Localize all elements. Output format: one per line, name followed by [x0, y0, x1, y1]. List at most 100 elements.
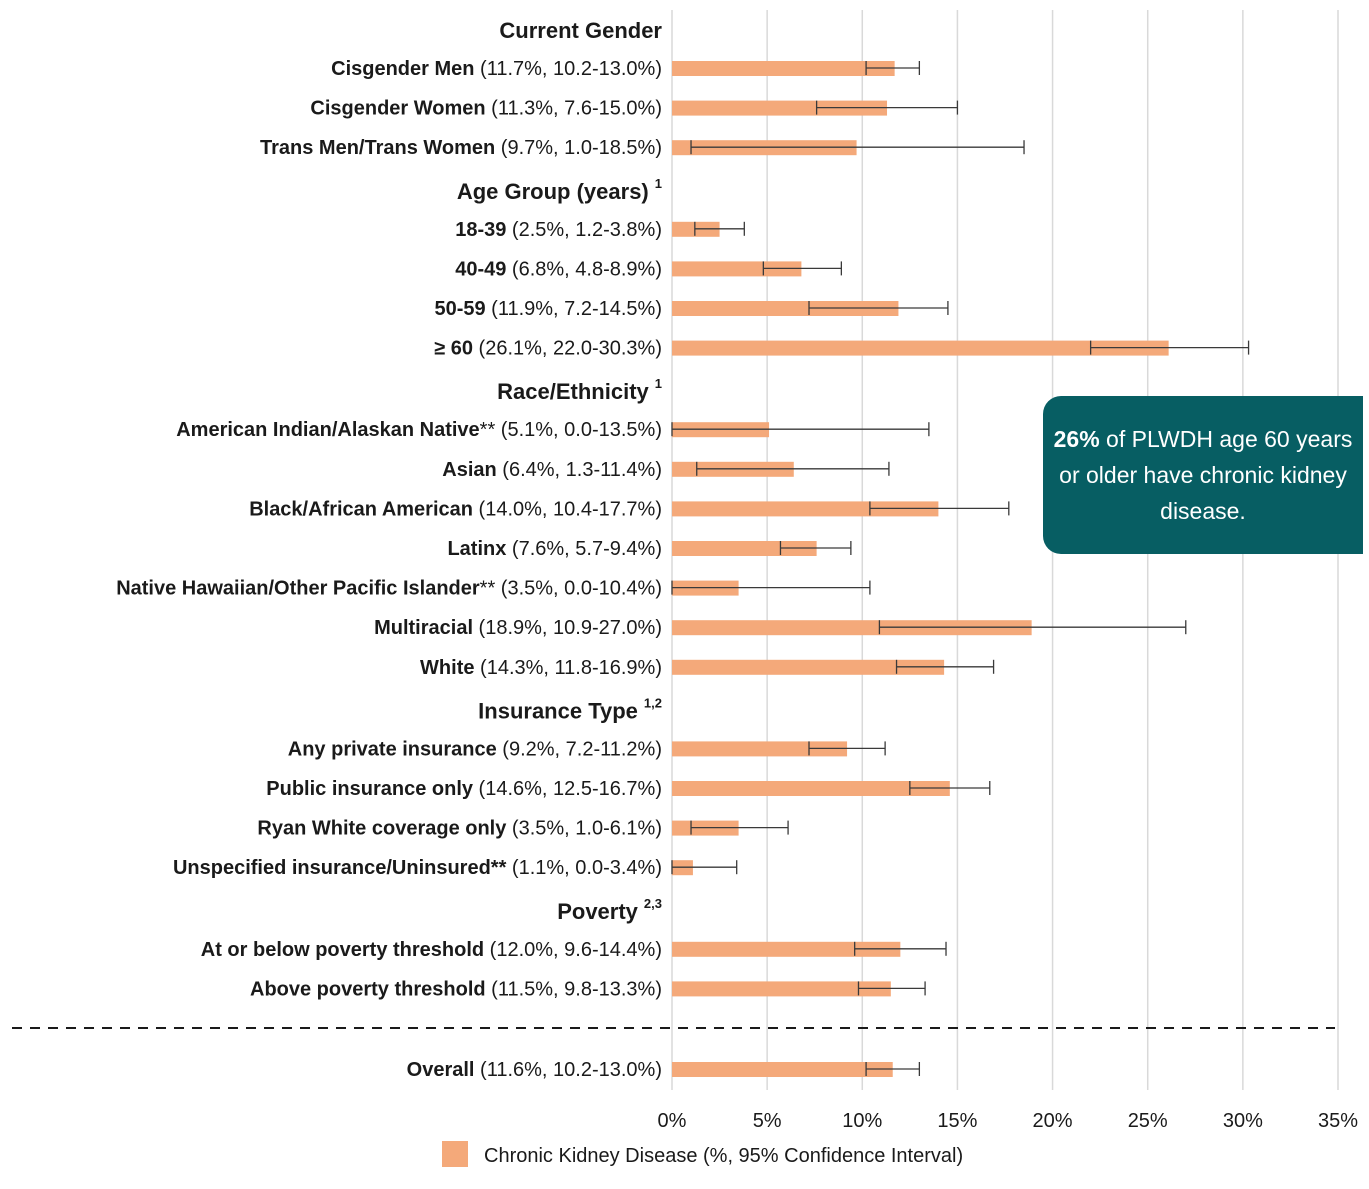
row-name: White	[420, 657, 474, 679]
data-row: Any private insurance (9.2%, 7.2-11.2%)	[288, 738, 886, 760]
callout-body: of PLWDH age 60 years or older have chro…	[1059, 426, 1353, 524]
legend: Chronic Kidney Disease (%, 95% Confidenc…	[442, 1141, 963, 1167]
data-row: 40-49 (6.8%, 4.8-8.9%)	[455, 258, 843, 280]
group-header: Poverty 2,3	[557, 896, 662, 924]
bar	[672, 301, 899, 316]
row-ci: (6.8%, 4.8-8.9%)	[506, 258, 662, 280]
bar	[672, 941, 901, 957]
x-tick-label: 30%	[1223, 1110, 1263, 1132]
row-name: Black/African American	[249, 498, 473, 520]
row-ci: (26.1%, 22.0-30.3%)	[473, 338, 662, 360]
legend-label: Chronic Kidney Disease (%, 95% Confidenc…	[484, 1145, 963, 1167]
row-name: Any private insurance	[288, 738, 497, 760]
row-name: Unspecified insurance/Uninsured**	[173, 857, 507, 879]
row-name: American Indian/Alaskan Native	[176, 419, 479, 441]
x-tick-label: 25%	[1128, 1110, 1168, 1132]
callout-highlight: 26%	[1053, 426, 1100, 452]
data-row: Overall (11.6%, 10.2-13.0%)	[407, 1059, 921, 1081]
data-row: Above poverty threshold (11.5%, 9.8-13.3…	[250, 978, 926, 1000]
row-label: Cisgender Men (11.7%, 10.2-13.0%)	[331, 58, 662, 80]
data-row: 18-39 (2.5%, 1.2-3.8%)	[455, 219, 745, 241]
row-ci: (18.9%, 10.9-27.0%)	[473, 617, 662, 639]
row-ci: (11.9%, 7.2-14.5%)	[486, 298, 662, 320]
bar	[672, 781, 950, 796]
group-header-text: Current Gender	[499, 18, 662, 43]
group-header-sup: 2,3	[644, 896, 662, 911]
bar	[672, 981, 891, 997]
row-label: Native Hawaiian/Other Pacific Islander**…	[116, 578, 662, 600]
row-ci: (3.5%, 0.0-10.4%)	[495, 578, 662, 600]
callout-box: 26% of PLWDH age 60 years or older have …	[1043, 396, 1363, 554]
row-ci: (14.0%, 10.4-17.7%)	[473, 498, 662, 520]
row-label: Ryan White coverage only (3.5%, 1.0-6.1%…	[257, 818, 662, 840]
x-tick-label: 0%	[658, 1110, 687, 1132]
row-label: Black/African American (14.0%, 10.4-17.7…	[249, 498, 662, 520]
row-ci: (14.6%, 12.5-16.7%)	[473, 778, 662, 800]
bar	[672, 741, 848, 757]
row-ci: (7.6%, 5.7-9.4%)	[506, 538, 662, 560]
row-ci: (5.1%, 0.0-13.5%)	[495, 419, 662, 441]
x-tick-label: 5%	[753, 1110, 782, 1132]
data-row: Cisgender Women (11.3%, 7.6-15.0%)	[310, 98, 959, 120]
row-label: White (14.3%, 11.8-16.9%)	[420, 657, 662, 679]
row-name: Ryan White coverage only	[257, 818, 507, 840]
row-ci: (11.6%, 10.2-13.0%)	[474, 1059, 662, 1081]
row-label: At or below poverty threshold (12.0%, 9.…	[201, 939, 662, 961]
group-header-sup: 1	[655, 176, 662, 191]
row-ci: (11.3%, 7.6-15.0%)	[486, 98, 662, 120]
data-row: 50-59 (11.9%, 7.2-14.5%)	[434, 298, 949, 320]
bar	[672, 501, 939, 517]
group-header-sup: 1	[655, 376, 662, 391]
x-tick-label: 20%	[1033, 1110, 1073, 1132]
bar	[672, 659, 945, 675]
row-ci: (1.1%, 0.0-3.4%)	[506, 857, 662, 879]
data-row: At or below poverty threshold (12.0%, 9.…	[201, 939, 947, 961]
bar	[672, 340, 1169, 356]
row-name: Asian	[442, 459, 496, 481]
row-label: Asian (6.4%, 1.3-11.4%)	[442, 459, 662, 481]
x-tick-label: 10%	[842, 1110, 882, 1132]
row-ci: (14.3%, 11.8-16.9%)	[474, 657, 662, 679]
row-name: 50-59	[434, 298, 485, 320]
row-name: ≥ 60	[434, 338, 473, 360]
x-axis-ticks: 0% 5% 10% 15% 20% 25% 30% 35%	[658, 1110, 1359, 1132]
row-label: 40-49 (6.8%, 4.8-8.9%)	[455, 258, 662, 280]
row-name: At or below poverty threshold	[201, 939, 484, 961]
row-label: Public insurance only (14.6%, 12.5-16.7%…	[266, 778, 662, 800]
data-row: Unspecified insurance/Uninsured** (1.1%,…	[173, 857, 738, 879]
row-label: Unspecified insurance/Uninsured** (1.1%,…	[173, 857, 662, 879]
chart-rows: Current Gender Cisgender Men (11.7%, 10.2…	[116, 18, 1250, 1081]
row-ci: (11.7%, 10.2-13.0%)	[474, 58, 662, 80]
data-row: Black/African American (14.0%, 10.4-17.7…	[249, 498, 1010, 520]
group-header: Insurance Type 1,2	[478, 695, 662, 723]
bar	[672, 1062, 893, 1077]
row-name: Public insurance only	[266, 778, 474, 800]
row-label: 50-59 (11.9%, 7.2-14.5%)	[434, 298, 662, 320]
row-name: Latinx	[447, 538, 506, 560]
row-label: American Indian/Alaskan Native** (5.1%, …	[176, 419, 662, 441]
bar	[672, 261, 802, 277]
callout-text: 26% of PLWDH age 60 years or older have …	[1049, 421, 1357, 529]
group-header: Race/Ethnicity 1	[497, 376, 662, 404]
row-ci: (11.5%, 9.8-13.3%)	[486, 978, 662, 1000]
row-name: Trans Men/Trans Women	[260, 137, 495, 159]
data-row: Cisgender Men (11.7%, 10.2-13.0%)	[331, 58, 921, 80]
group-header: Current Gender	[499, 18, 662, 43]
row-ci: (12.0%, 9.6-14.4%)	[484, 939, 662, 961]
row-label: Above poverty threshold (11.5%, 9.8-13.3…	[250, 978, 662, 1000]
row-name: Native Hawaiian/Other Pacific Islander	[116, 578, 480, 600]
row-label: ≥ 60 (26.1%, 22.0-30.3%)	[434, 338, 662, 360]
x-tick-label: 35%	[1318, 1110, 1358, 1132]
group-header: Age Group (years) 1	[457, 176, 662, 204]
data-row: Asian (6.4%, 1.3-11.4%)	[442, 459, 890, 481]
group-header-text: Age Group (years)	[457, 179, 649, 204]
data-row: Public insurance only (14.6%, 12.5-16.7%…	[266, 778, 991, 800]
row-ci: (6.4%, 1.3-11.4%)	[497, 459, 662, 481]
row-label: Multiracial (18.9%, 10.9-27.0%)	[374, 617, 662, 639]
data-row: Ryan White coverage only (3.5%, 1.0-6.1%…	[257, 818, 789, 840]
data-row: Native Hawaiian/Other Pacific Islander**…	[116, 578, 871, 600]
row-name: 40-49	[455, 258, 506, 280]
row-name: Cisgender Women	[310, 98, 485, 120]
row-label: Latinx (7.6%, 5.7-9.4%)	[447, 538, 662, 560]
